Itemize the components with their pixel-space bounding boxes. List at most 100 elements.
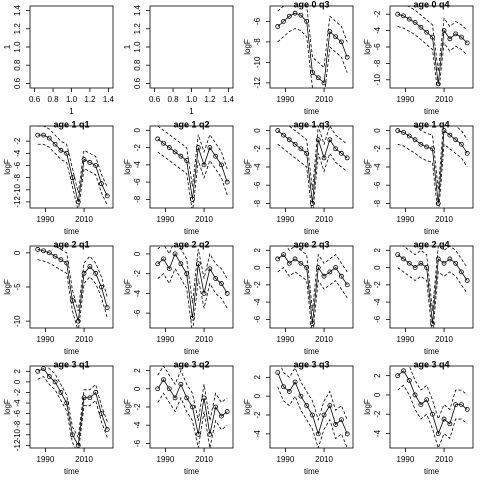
plot-box <box>389 125 474 209</box>
bound-line <box>37 376 108 448</box>
y-axis-label: logF <box>243 279 252 295</box>
bound-line <box>277 28 348 88</box>
point <box>430 34 435 40</box>
x-tick-label: 1990 <box>37 215 55 224</box>
data-layer <box>275 126 350 208</box>
x-tick-label: 1990 <box>397 335 415 344</box>
point <box>219 281 224 286</box>
y-tick-label: 0.6 <box>13 77 22 89</box>
estimate-line <box>397 13 468 84</box>
y-tick-label: -2 <box>133 403 142 411</box>
y-tick-label: -10 <box>13 315 22 327</box>
point <box>464 40 470 46</box>
point <box>321 412 327 418</box>
x-tick-label: 2010 <box>435 335 453 344</box>
y-tick-label: 0 <box>133 128 142 133</box>
x-axis-label: time <box>184 467 200 476</box>
plot-box <box>29 365 114 449</box>
y-tick-label: -10 <box>13 428 22 440</box>
x-axis-label: time <box>304 107 320 116</box>
panel-title: age 1 q4 <box>413 119 449 129</box>
point <box>453 402 459 407</box>
y-tick-label: -6 <box>13 410 22 418</box>
point <box>87 160 93 165</box>
y-tick-label: 2 <box>13 369 22 374</box>
y-tick-label: -4 <box>373 298 382 306</box>
panel: 1990 2010 -8 -6 -4 -2 0 age 1 q3 time logF <box>243 119 354 236</box>
point <box>321 80 327 86</box>
y-tick-label: -2 <box>373 145 382 153</box>
point <box>58 390 64 395</box>
x-axis-label: time <box>304 347 320 356</box>
plot-box <box>149 5 234 89</box>
panel-title: age 0 q3 <box>293 0 329 9</box>
point <box>166 145 172 150</box>
x-tick-label: 1990 <box>277 335 295 344</box>
point <box>172 395 178 401</box>
bound-line <box>280 366 348 422</box>
x-tick-label: 1990 <box>397 95 415 104</box>
point <box>281 132 286 138</box>
bound-line <box>397 267 468 328</box>
point <box>178 381 184 387</box>
point <box>195 145 201 150</box>
x-tick-label: 1990 <box>397 215 415 224</box>
point <box>430 146 435 152</box>
x-tick-label: 2010 <box>195 215 213 224</box>
point <box>35 368 41 374</box>
point <box>333 422 339 427</box>
point <box>219 413 224 419</box>
point <box>453 137 459 143</box>
point <box>224 291 230 296</box>
point <box>161 256 166 262</box>
point <box>315 265 321 270</box>
x-tick-label: 1990 <box>37 455 55 464</box>
point <box>35 247 41 252</box>
x-tick-label: 2010 <box>315 95 333 104</box>
point <box>286 137 292 143</box>
data-layer <box>275 6 350 88</box>
point <box>201 291 207 296</box>
bound-line <box>397 143 468 208</box>
x-tick-label: 1.2 <box>84 95 96 104</box>
y-tick-label: 0 <box>253 128 262 133</box>
y-tick-label: 2 <box>253 248 262 253</box>
panel-title: age 3 q4 <box>413 359 449 369</box>
x-tick-label: 2010 <box>315 215 333 224</box>
point <box>333 265 339 270</box>
point <box>459 269 464 275</box>
x-tick-label: 2010 <box>315 455 333 464</box>
point <box>327 269 333 275</box>
data-layer <box>395 126 470 208</box>
x-tick-label: 2010 <box>315 335 333 344</box>
data-layer <box>155 366 230 448</box>
data-layer <box>395 366 470 448</box>
y-tick-label: -2 <box>133 143 142 151</box>
panel-title: age 3 q1 <box>53 359 89 369</box>
point <box>435 81 441 87</box>
y-tick-label: -8 <box>253 199 262 207</box>
point <box>166 266 172 272</box>
data-layer <box>275 366 350 448</box>
panel: 0.6 0.8 1.0 1.2 1.4 0.6 0.8 1.0 1.2 1.4 1 1 <box>123 4 234 116</box>
y-tick-label: -2 <box>253 145 262 153</box>
point <box>304 265 310 270</box>
point <box>327 29 333 35</box>
y-tick-label: -6 <box>133 439 142 447</box>
point <box>104 427 110 432</box>
plot-box <box>269 365 354 449</box>
y-tick-label: -6 <box>253 315 262 323</box>
point <box>401 368 406 374</box>
point <box>35 132 41 138</box>
y-tick-label: -6 <box>373 315 382 323</box>
point <box>327 137 333 143</box>
point <box>213 404 219 410</box>
y-axis-label: logF <box>243 399 252 415</box>
point <box>275 24 281 29</box>
bound-line <box>277 6 348 69</box>
panel-title: age 3 q2 <box>173 359 209 369</box>
point <box>447 421 453 427</box>
estimate-line <box>157 378 228 435</box>
estimate-line <box>277 12 348 84</box>
y-tick-label: 0 <box>373 265 382 270</box>
